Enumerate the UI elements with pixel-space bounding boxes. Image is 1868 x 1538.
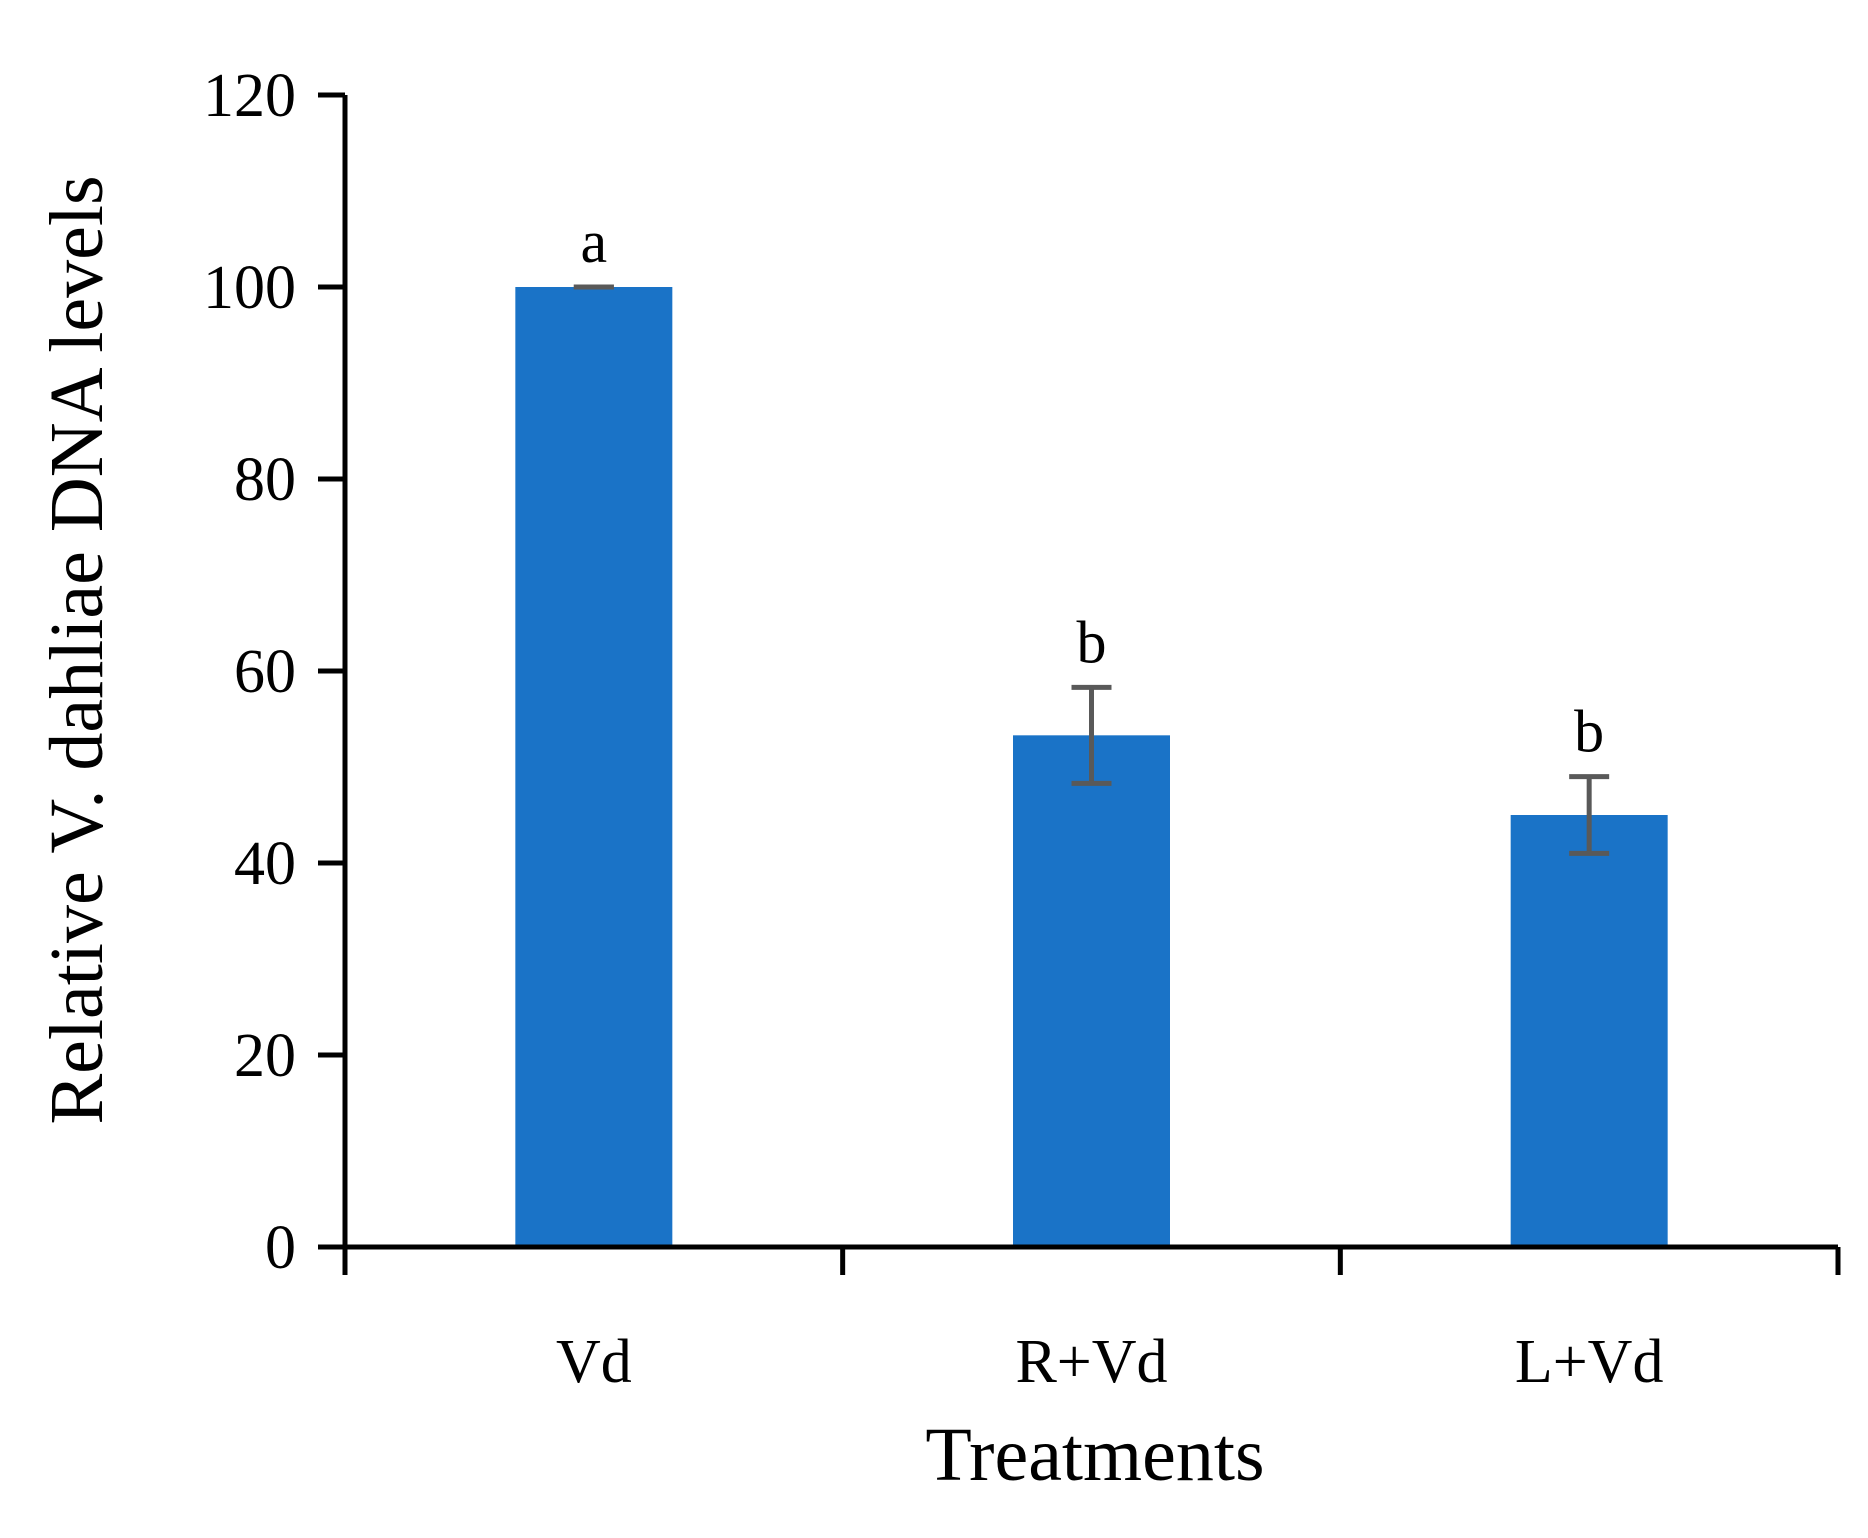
bars: [515, 287, 1668, 1247]
category-label: R+Vd: [1015, 1328, 1167, 1396]
y-tick-label: 60: [234, 638, 296, 706]
y-tick-label: 100: [203, 254, 296, 322]
x-axis-ticks: [342, 1247, 1841, 1275]
significance-label: b: [1574, 699, 1604, 765]
significance-label: a: [581, 209, 608, 275]
x-axis-title: Treatments: [925, 1413, 1264, 1497]
bar: [1013, 735, 1170, 1247]
y-tick-label: 0: [265, 1214, 296, 1282]
bar: [515, 287, 673, 1247]
axes: [342, 95, 1838, 1275]
category-label: L+Vd: [1515, 1328, 1664, 1396]
labels: a Vd b R+Vd b L+Vd: [556, 209, 1664, 1396]
y-axis-title: Relative V. dahliae DNA levels: [35, 175, 119, 1124]
y-tick-label: 120: [203, 62, 296, 130]
category-label: Vd: [556, 1328, 632, 1396]
y-tick-label: 20: [234, 1022, 296, 1090]
bar: [1510, 815, 1668, 1247]
error-bars: [573, 284, 1610, 856]
y-axis-ticks: 0 20 40 60 80 100 120: [203, 62, 345, 1282]
significance-label: b: [1077, 609, 1107, 675]
y-tick-label: 40: [234, 830, 296, 898]
y-tick-label: 80: [234, 446, 296, 514]
